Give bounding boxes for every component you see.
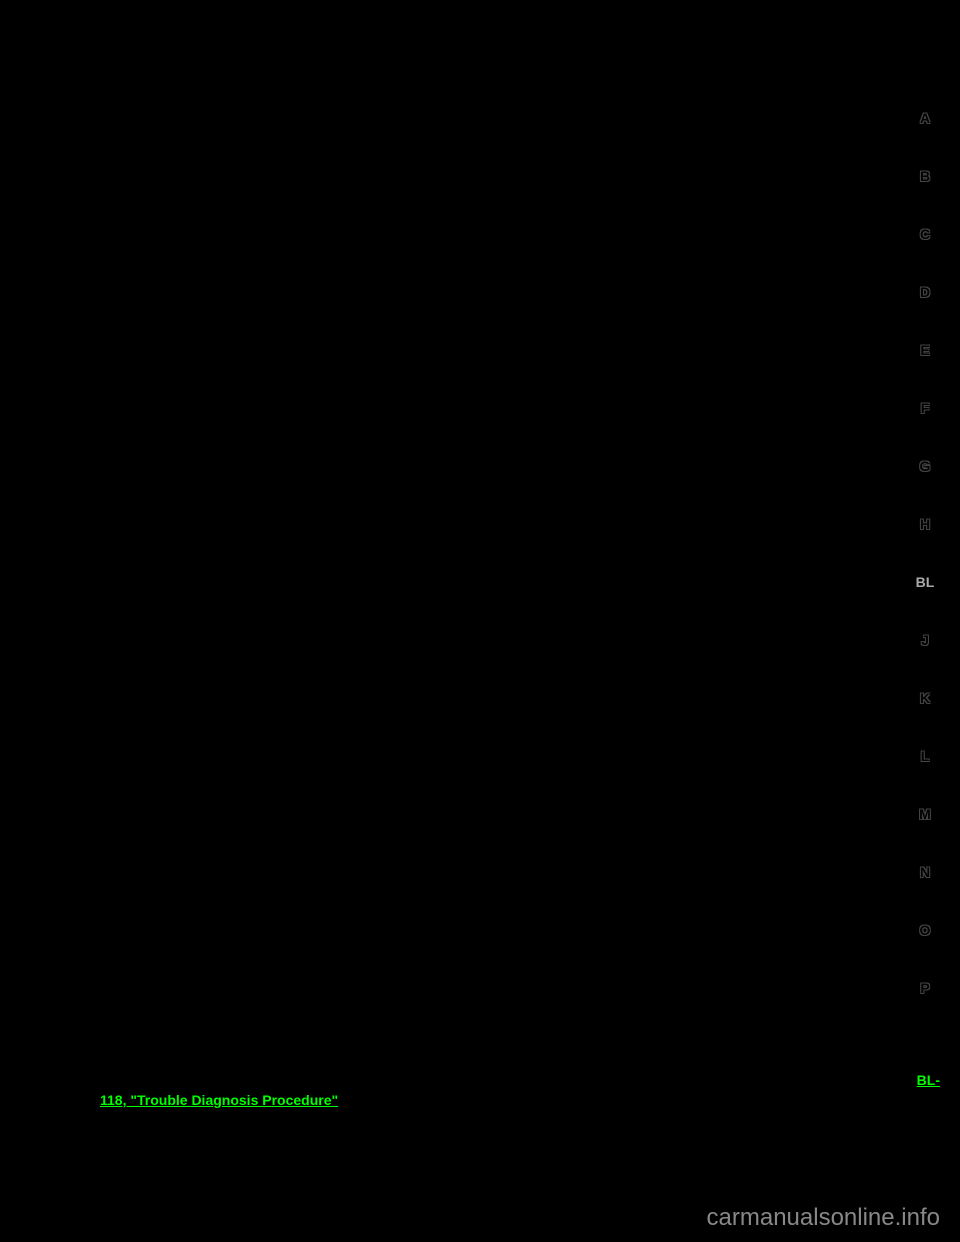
reference-link-trouble-diagnosis[interactable]: 118, "Trouble Diagnosis Procedure" xyxy=(100,1092,338,1108)
sidebar-item-n[interactable]: N xyxy=(910,864,940,880)
sidebar-item-j[interactable]: J xyxy=(910,632,940,648)
sidebar-item-e[interactable]: E xyxy=(910,342,940,358)
reference-link-bl[interactable]: BL- xyxy=(917,1072,940,1088)
sidebar-item-bl[interactable]: BL xyxy=(910,574,940,590)
sidebar-item-c[interactable]: C xyxy=(910,226,940,242)
sidebar-item-l[interactable]: L xyxy=(910,748,940,764)
sidebar-item-g[interactable]: G xyxy=(910,458,940,474)
sidebar-item-h[interactable]: H xyxy=(910,516,940,532)
watermark-text: carmanualsonline.info xyxy=(707,1204,940,1232)
sidebar-item-o[interactable]: O xyxy=(910,922,940,938)
sidebar-item-d[interactable]: D xyxy=(910,284,940,300)
sidebar-item-a[interactable]: A xyxy=(910,110,940,126)
sidebar-item-b[interactable]: B xyxy=(910,168,940,184)
section-nav-sidebar: A B C D E F G H BL J K L M N O P xyxy=(910,110,940,996)
sidebar-item-k[interactable]: K xyxy=(910,690,940,706)
sidebar-item-m[interactable]: M xyxy=(910,806,940,822)
sidebar-item-p[interactable]: P xyxy=(910,980,940,996)
sidebar-item-f[interactable]: F xyxy=(910,400,940,416)
